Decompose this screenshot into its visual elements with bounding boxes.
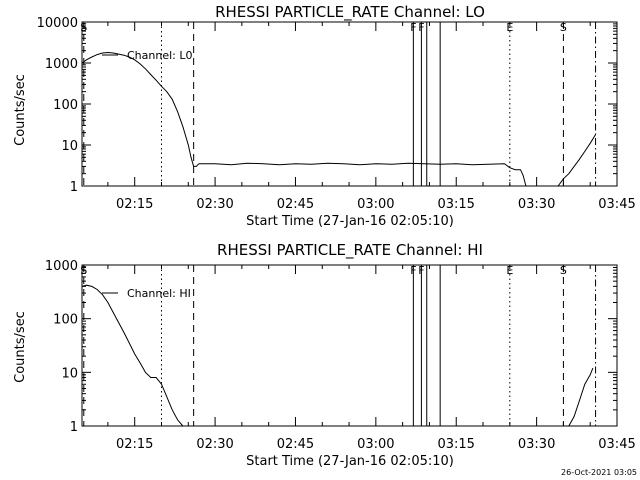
legend-label: Channel: L0 bbox=[127, 49, 193, 62]
plot-area: 02:15 02:30 02:45 03:00 03:15 03:30 03:45 1 10 10… bbox=[37, 16, 636, 212]
x-tick-label: 03:45 bbox=[598, 197, 635, 212]
x-axis-label: Start Time (27-Jan-16 02:05:10) bbox=[246, 454, 454, 469]
y-tick-label: 1 bbox=[70, 180, 78, 195]
x-tick-label: 02:30 bbox=[196, 437, 233, 452]
y-axis-label: Counts/sec bbox=[13, 74, 28, 146]
x-tick-label: 03:00 bbox=[357, 437, 394, 452]
event-marker-label: F bbox=[418, 264, 424, 277]
plot-area: 02:15 02:30 02:45 03:00 03:15 03:30 03:45 1 10 10… bbox=[45, 259, 636, 452]
y-tick-label: 100 bbox=[53, 313, 78, 328]
timestamp: 26-Oct-2021 03:05 bbox=[561, 468, 637, 477]
panel-hi: RHESSI PARTICLE_RATE Channel: HI Start T… bbox=[13, 241, 636, 469]
event-marker-label: E bbox=[506, 21, 513, 34]
legend-label: Channel: HI bbox=[127, 287, 191, 300]
y-tick-label: 1 bbox=[70, 420, 78, 435]
chart-title: RHESSI PARTICLE_RATE Channel: LO bbox=[215, 3, 485, 22]
x-tick-label: 03:15 bbox=[437, 437, 474, 452]
x-tick-label: 03:15 bbox=[437, 197, 474, 212]
event-marker-label: S bbox=[80, 21, 87, 34]
x-tick-label: 03:45 bbox=[598, 437, 635, 452]
x-tick-label: 02:45 bbox=[277, 197, 314, 212]
panel-lo: RHESSI PARTICLE_RATE Channel: LO Start T… bbox=[13, 3, 636, 229]
x-tick-label: 02:15 bbox=[116, 197, 153, 212]
x-tick-label: 02:15 bbox=[116, 437, 153, 452]
x-tick-label: 03:00 bbox=[357, 197, 394, 212]
x-axis-label: Start Time (27-Jan-16 02:05:10) bbox=[246, 214, 454, 229]
y-tick-label: 100 bbox=[53, 98, 78, 113]
event-marker-label: S bbox=[80, 264, 87, 277]
x-tick-label: 03:30 bbox=[518, 197, 555, 212]
series-line bbox=[81, 51, 597, 187]
y-tick-label: 10 bbox=[61, 366, 78, 381]
event-marker-label: S bbox=[560, 21, 567, 34]
series-line bbox=[81, 284, 594, 427]
x-tick-label: 02:45 bbox=[277, 437, 314, 452]
y-tick-label: 1000 bbox=[45, 57, 78, 72]
event-marker-label: E bbox=[506, 264, 513, 277]
event-marker-label: S bbox=[560, 264, 567, 277]
event-marker-label: F bbox=[418, 21, 424, 34]
chart-title: RHESSI PARTICLE_RATE Channel: HI bbox=[217, 241, 483, 260]
y-tick-label: 1000 bbox=[45, 259, 78, 274]
event-marker-label: F bbox=[410, 21, 416, 34]
y-tick-label: 10000 bbox=[37, 16, 78, 31]
y-axis-label: Counts/sec bbox=[13, 311, 28, 383]
x-tick-label: 03:30 bbox=[518, 437, 555, 452]
y-tick-label: 10 bbox=[61, 139, 78, 154]
x-tick-label: 02:30 bbox=[196, 197, 233, 212]
event-marker-label: F bbox=[410, 264, 416, 277]
